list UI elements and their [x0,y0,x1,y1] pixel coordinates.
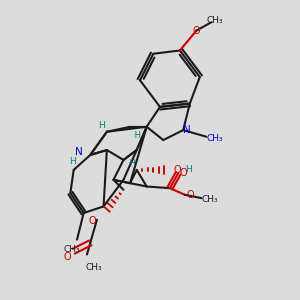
Text: O: O [179,168,187,178]
Text: N: N [75,147,83,157]
Text: O: O [193,26,200,36]
Text: O: O [88,216,96,226]
Text: O: O [63,252,71,262]
Text: CH₃: CH₃ [85,263,102,272]
Text: O: O [186,190,194,200]
Text: H: H [98,121,105,130]
Text: CH₃: CH₃ [201,195,218,204]
Text: H: H [185,165,191,174]
Text: CH₃: CH₃ [206,134,223,143]
Text: CH₃: CH₃ [206,16,223,25]
Text: CH₃: CH₃ [64,245,80,254]
Text: H: H [69,157,75,166]
Text: ·H: ·H [127,159,136,168]
Text: N: N [183,125,190,135]
Text: ·H: ·H [132,130,141,140]
Text: O: O [173,165,181,175]
